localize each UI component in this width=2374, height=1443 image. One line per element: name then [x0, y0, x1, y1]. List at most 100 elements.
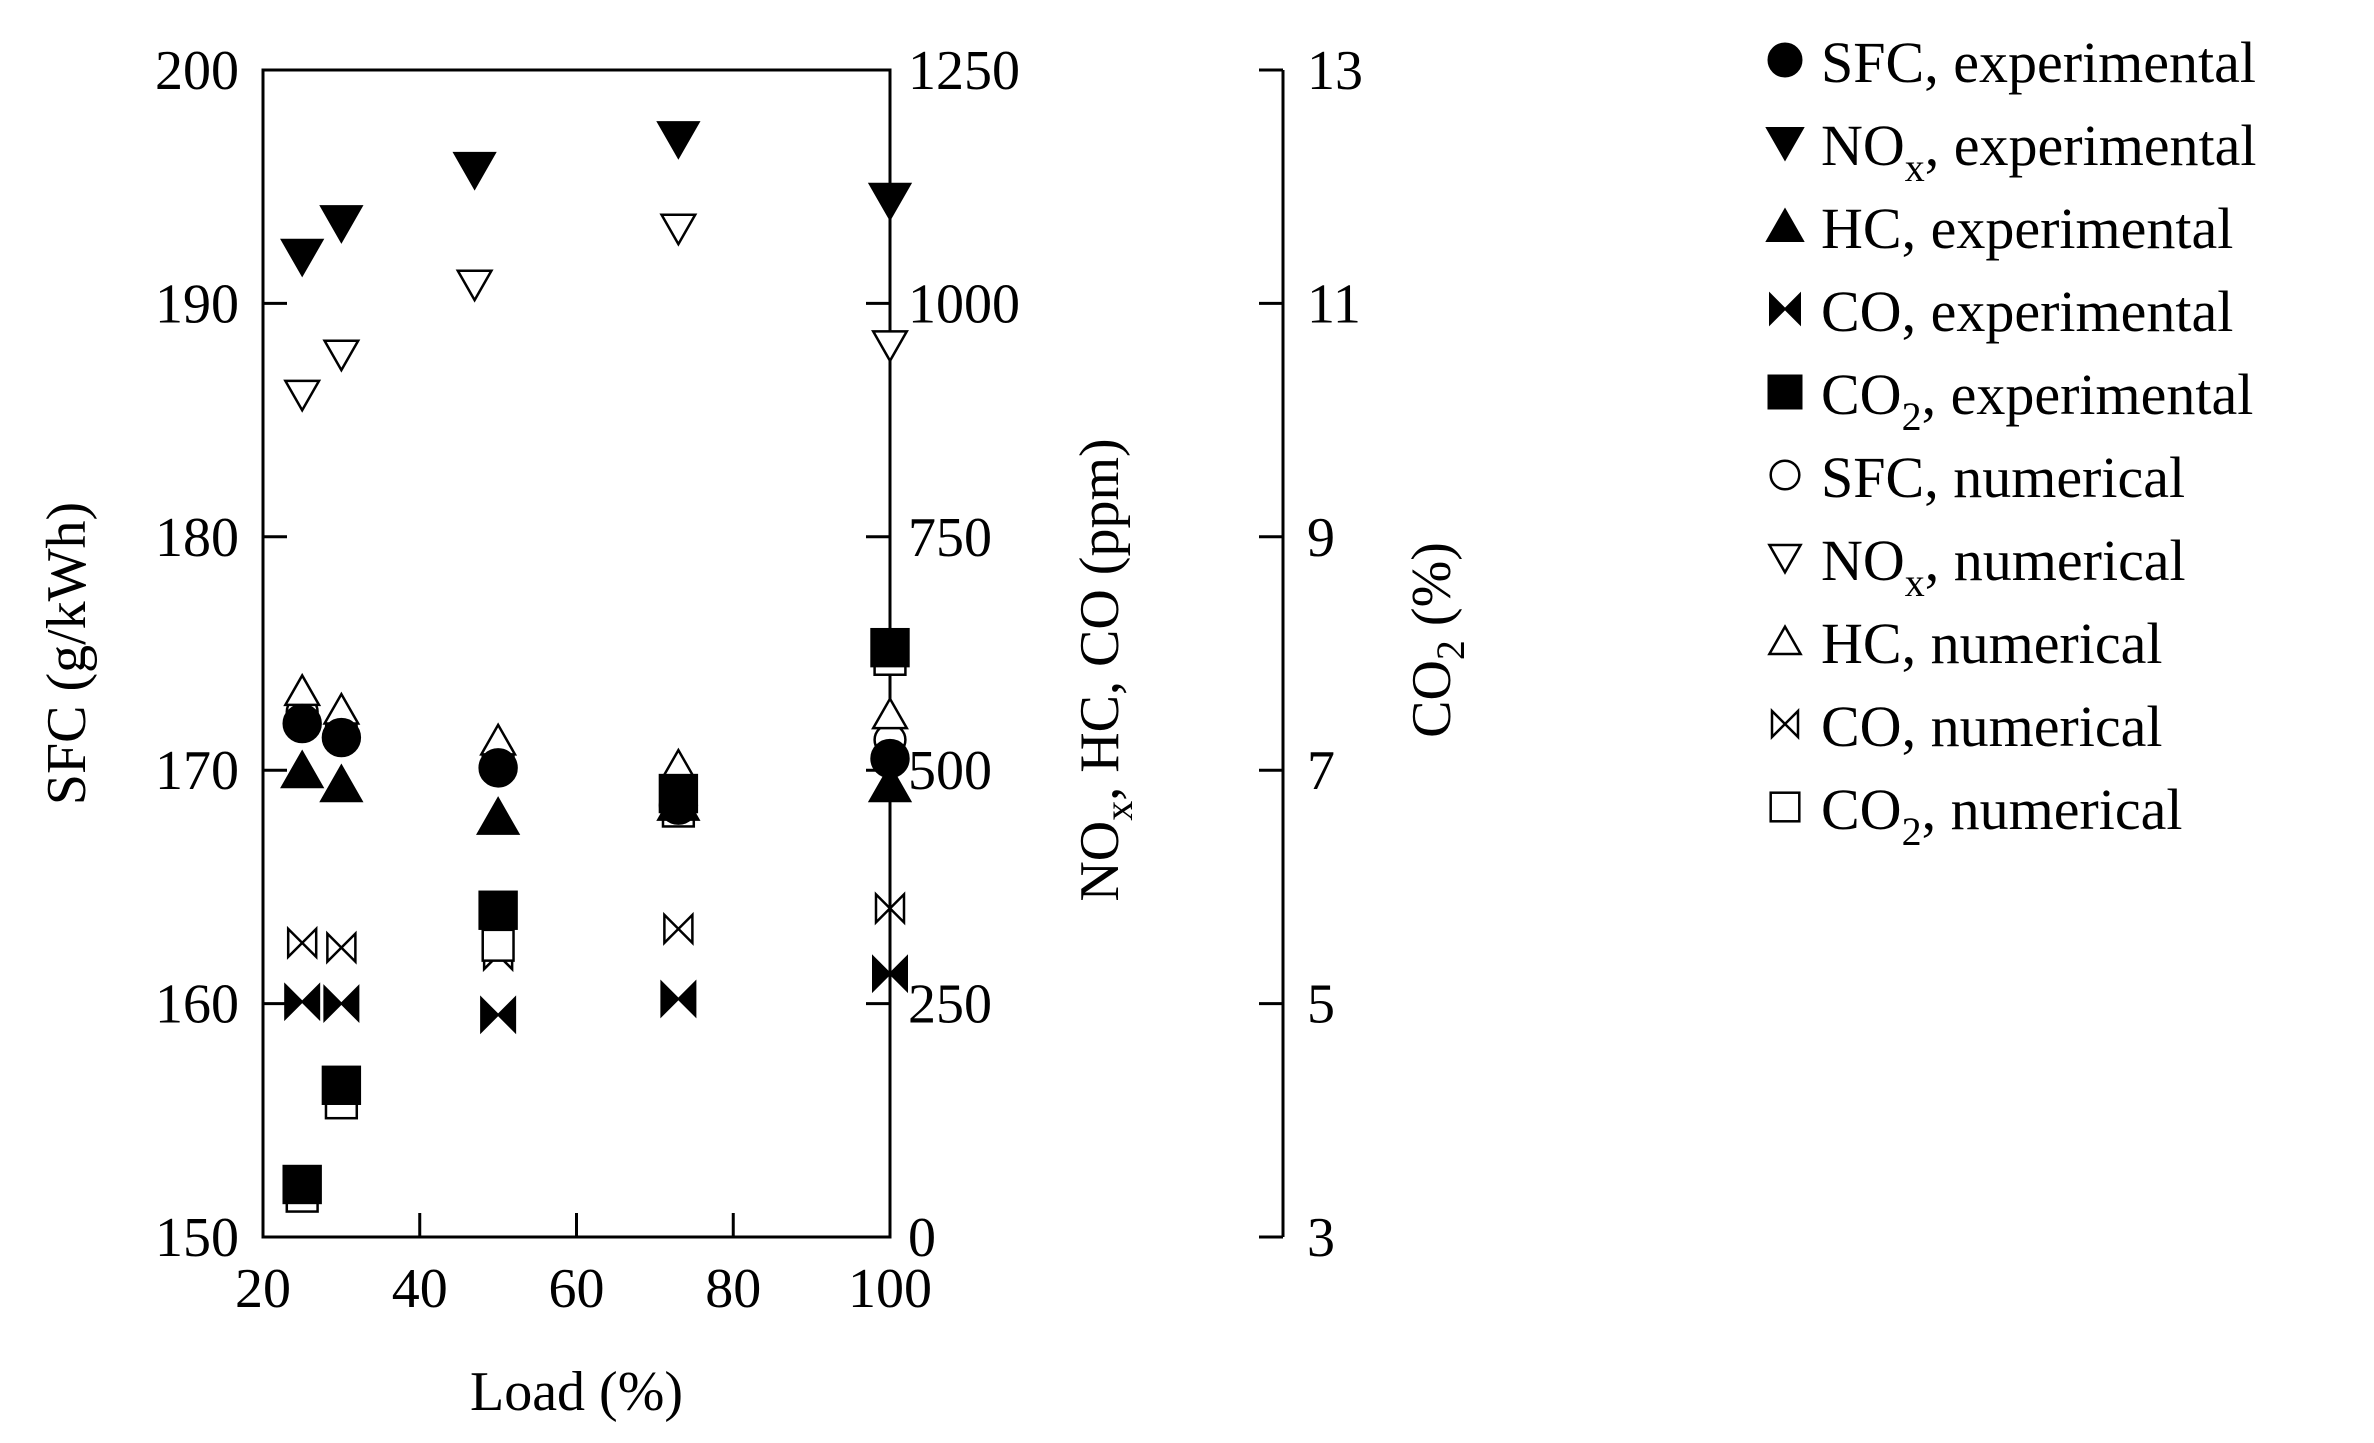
data-markers [280, 121, 913, 1213]
data-point-nox-experimental [656, 121, 701, 160]
data-point-co2-experimental [321, 1065, 362, 1105]
y-left-tick-label: 200 [155, 40, 239, 102]
data-point-co-numerical [326, 930, 357, 965]
data-point-co-experimental [284, 982, 321, 1022]
y-axis-middle-title-base: NO [1069, 821, 1131, 902]
y-axis-right-title-base: CO [1401, 660, 1463, 738]
data-point-co2-experimental [870, 627, 910, 668]
legend-item-co-experimental: CO, experimental [1769, 279, 2233, 344]
legend-marker-co2-numerical [1769, 791, 1801, 823]
data-point-nox-numerical [455, 269, 494, 303]
legend-label-co2-experimental: CO2, experimental [1821, 362, 2253, 439]
y-left-tick-label: 180 [155, 507, 239, 569]
legend-marker-sfc-numerical [1769, 459, 1801, 491]
legend-marker-co2-experimental [1767, 374, 1803, 410]
data-point-hc-experimental [476, 796, 521, 835]
y-left-tick-label: 150 [155, 1207, 239, 1269]
y-right-tick-label: 5 [1307, 974, 1335, 1036]
data-point-nox-numerical [659, 213, 698, 247]
data-point-sfc-experimental [321, 717, 362, 758]
y-axis-right-title-rest: (%) [1401, 542, 1463, 640]
y-axis-middle: 0 250 500 750 1000 1250 [866, 40, 1020, 1269]
legend-marker-hc-experimental [1765, 207, 1805, 242]
legend-item-nox-experimental: NOx, experimental [1765, 113, 2257, 190]
data-point-co2-experimental [478, 890, 518, 930]
y-right-tick-label: 13 [1307, 40, 1363, 102]
legend-marker-co-numerical [1770, 707, 1800, 741]
legend-item-co2-numerical: CO2, numerical [1769, 777, 2182, 854]
legend-label-co-experimental: CO, experimental [1821, 279, 2233, 344]
legend-item-co2-experimental: CO2, experimental [1767, 362, 2253, 439]
series-co-experimental [284, 954, 908, 1035]
y-left-tick-label: 190 [155, 273, 239, 335]
data-point-co-experimental [480, 995, 517, 1035]
y-axis-right-title-sub: 2 [1428, 640, 1473, 660]
legend-label-sfc-experimental: SFC, experimental [1821, 30, 2256, 95]
y-right-tick-label: 9 [1307, 507, 1335, 569]
data-point-sfc-experimental [282, 703, 322, 744]
data-point-hc-experimental [319, 763, 364, 803]
series-hc-numerical [283, 672, 909, 781]
legend-marker-co-experimental [1769, 291, 1801, 327]
data-point-hc-numerical [283, 672, 322, 707]
x-tick-label: 20 [235, 1258, 291, 1320]
series-sfc-numerical [285, 695, 907, 811]
legend-item-co-numerical: CO, numerical [1770, 694, 2162, 759]
data-point-nox-experimental [452, 151, 497, 191]
legend-item-sfc-numerical: SFC, numerical [1769, 445, 2185, 510]
legend-label-co-numerical: CO, numerical [1821, 694, 2162, 759]
series-sfc-experimental [282, 703, 910, 825]
legend-label-hc-experimental: HC, experimental [1821, 196, 2233, 261]
y-right-tick-label: 3 [1307, 1207, 1335, 1269]
legend-label-nox-experimental: NOx, experimental [1821, 113, 2257, 190]
legend-label-hc-numerical: HC, numerical [1821, 611, 2162, 676]
y-right-tick-label: 7 [1307, 740, 1335, 802]
y-axis-middle-title-rest: , HC, CO (ppm) [1069, 438, 1131, 800]
plot-border [261, 68, 892, 1239]
legend-label-nox-numerical: NOx, numerical [1821, 528, 2186, 605]
y-mid-tick-label: 250 [908, 974, 992, 1036]
series-nox-numerical [283, 213, 909, 413]
y-mid-tick-label: 1250 [908, 40, 1020, 102]
x-axis-title: Load (%) [470, 1361, 683, 1423]
data-point-co-experimental [872, 954, 908, 994]
y-axis-middle-title: NOx, HC, CO (ppm) [1069, 438, 1141, 901]
y-right-tick-label: 11 [1307, 273, 1361, 335]
series-hc-experimental [280, 749, 913, 835]
data-point-sfc-experimental [478, 748, 518, 788]
data-point-nox-experimental [319, 205, 364, 244]
series-co2-experimental [282, 627, 910, 1205]
data-point-hc-experimental [280, 749, 325, 789]
data-point-co-experimental [660, 979, 697, 1019]
legend-label-sfc-numerical: SFC, numerical [1821, 445, 2185, 510]
data-point-nox-experimental [280, 238, 325, 278]
y-left-tick-label: 160 [155, 974, 239, 1036]
y-axis-left: 150 160 170 180 190 200 [155, 40, 287, 1269]
y-axis-right-title: CO2 (%) [1401, 542, 1473, 738]
y-axis-left-title: SFC (g/kWh) [36, 502, 98, 805]
y-mid-tick-label: 500 [908, 740, 992, 802]
data-point-nox-numerical [871, 330, 909, 364]
data-point-nox-numerical [322, 339, 361, 373]
data-point-hc-numerical [871, 696, 909, 730]
legend-marker-hc-numerical [1767, 624, 1803, 656]
data-point-nox-numerical [283, 379, 322, 413]
plot-frame [261, 68, 892, 1239]
data-point-co-numerical [286, 925, 318, 960]
legend-label-co2-numerical: CO2, numerical [1821, 777, 2182, 854]
legend-marker-sfc-experimental [1767, 42, 1803, 78]
data-point-co-experimental [323, 984, 360, 1024]
y-axis-right: 3 5 7 9 11 13 [1259, 40, 1363, 1269]
data-point-nox-experimental [867, 182, 913, 222]
x-tick-label: 60 [549, 1258, 605, 1320]
legend-item-nox-numerical: NOx, numerical [1767, 528, 2186, 605]
data-point-co2-experimental [658, 773, 699, 814]
x-tick-label: 80 [705, 1258, 761, 1320]
y-left-tick-label: 170 [155, 740, 239, 802]
data-point-co2-experimental [282, 1164, 322, 1205]
data-point-co2-numerical [481, 928, 515, 962]
legend-marker-nox-experimental [1765, 127, 1805, 162]
y-mid-tick-label: 750 [908, 507, 992, 569]
